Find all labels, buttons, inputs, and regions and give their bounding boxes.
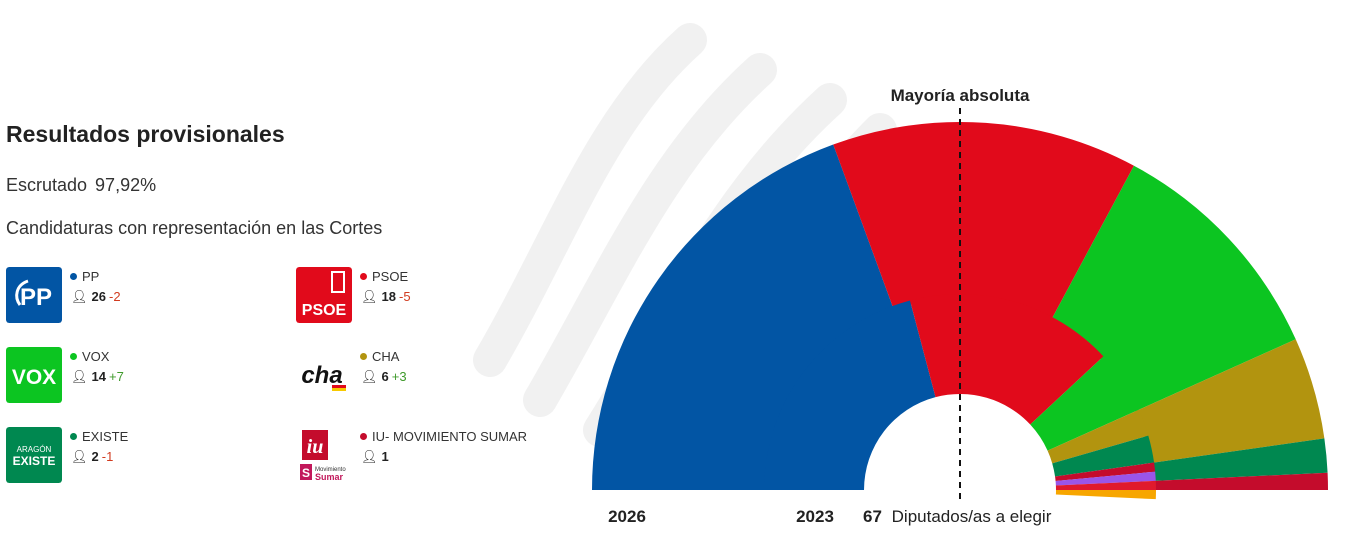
party-name: EXISTE: [70, 429, 128, 444]
svg-text:PP: PP: [20, 284, 52, 311]
candidatures-heading: Candidaturas con representación en las C…: [6, 218, 383, 238]
iu-sumar-logo: iu S Movimiento Sumar: [296, 427, 352, 483]
series-2023-ring: [763, 294, 1156, 500]
page-title: Resultados provisionales: [6, 121, 285, 147]
party-color-dot: [360, 433, 367, 440]
party-color-dot: [70, 433, 77, 440]
party-name: PSOE: [360, 269, 408, 284]
user-icon: 👤︎: [361, 449, 378, 464]
svg-text:S: S: [302, 466, 310, 480]
party-seats: 👤︎ 18 -5: [361, 289, 411, 304]
scrutiny-line: Escrutado 97,92%: [6, 175, 156, 196]
seat-segment-2026-existe[interactable]: [1150, 438, 1328, 482]
svg-text:cha: cha: [301, 362, 342, 389]
majority-label: Mayoría absoluta: [891, 86, 1030, 105]
user-icon: 👤︎: [71, 289, 88, 304]
party-seats: 👤︎ 14 +7: [71, 369, 124, 384]
party-color-dot: [360, 353, 367, 360]
party-card-iu-sumar[interactable]: iu S Movimiento Sumar IU- MOVIMIENTO SUM…: [296, 427, 576, 483]
party-color-dot: [70, 353, 77, 360]
svg-text:iu: iu: [307, 436, 324, 458]
seat-diff: -2: [108, 289, 121, 304]
party-name: CHA: [360, 349, 399, 364]
seat-segment-2023-teruel-existe[interactable]: [1055, 490, 1156, 500]
party-color-dot: [360, 273, 367, 280]
series-2026-ring: [592, 121, 1328, 490]
seat-diff: -5: [398, 289, 411, 304]
user-icon: 👤︎: [71, 369, 88, 384]
seat-segment-2023-cha[interactable]: [1047, 409, 1149, 464]
total-seats-label: 67 Diputados/as a elegir: [863, 507, 1052, 526]
vox-logo: VOX: [6, 347, 62, 403]
seat-segment-2026-iu-movimiento-sumar[interactable]: [1151, 472, 1328, 490]
seat-segment-2023-pp[interactable]: [763, 300, 936, 490]
seat-segment-2023-iu[interactable]: [1055, 462, 1156, 482]
total-seats-number: 67: [863, 507, 882, 526]
pp-logo: PP: [6, 267, 62, 323]
svg-text:EXISTE: EXISTE: [13, 454, 56, 468]
svg-text:VOX: VOX: [12, 366, 56, 389]
party-card-vox[interactable]: VOX VOX 👤︎ 14 +7: [6, 347, 286, 403]
seat-segment-2026-psoe[interactable]: [833, 121, 1134, 321]
party-card-cha[interactable]: cha CHA 👤︎ 6 +3: [296, 347, 576, 403]
total-seats-text: Diputados/as a elegir: [892, 507, 1052, 526]
seat-segment-2023-vox[interactable]: [1030, 356, 1139, 451]
user-icon: 👤︎: [71, 449, 88, 464]
seat-segment-2023-psoe[interactable]: [910, 294, 1104, 425]
party-seats: 👤︎ 26 -2: [71, 289, 121, 304]
party-name: PP: [70, 269, 99, 284]
svg-text:Sumar: Sumar: [315, 472, 344, 482]
seat-segment-2026-cha[interactable]: [1135, 339, 1325, 464]
existe-logo: ARAGÓN EXISTE: [6, 427, 62, 483]
svg-text:ARAGÓN: ARAGÓN: [17, 445, 52, 454]
svg-text:Movimiento: Movimiento: [315, 467, 346, 473]
party-card-pp[interactable]: PP PP 👤︎ 26 -2: [6, 267, 286, 323]
seat-diff: -1: [101, 449, 114, 464]
party-seats: 👤︎ 2 -1: [71, 449, 114, 464]
svg-text:PSOE: PSOE: [302, 302, 347, 319]
seat-segment-2023-par[interactable]: [1055, 480, 1156, 490]
seat-segment-2026-pp[interactable]: [592, 144, 894, 490]
user-icon: 👤︎: [361, 369, 378, 384]
party-name: VOX: [70, 349, 109, 364]
user-icon: 👤︎: [361, 289, 378, 304]
scrutiny-label: Escrutado: [6, 175, 88, 195]
party-name: IU- MOVIMIENTO SUMAR: [360, 429, 527, 444]
psoe-logo: PSOE: [296, 267, 352, 323]
party-card-psoe[interactable]: PSOE PSOE 👤︎ 18 -5: [296, 267, 576, 323]
series-label-2023: 2023: [796, 507, 834, 526]
cha-logo: cha: [296, 347, 352, 403]
series-label-2026: 2026: [608, 507, 646, 526]
party-color-dot: [70, 273, 77, 280]
scrutiny-value: 97,92%: [95, 175, 157, 195]
party-seats: 👤︎ 6 +3: [361, 369, 407, 384]
party-seats: 👤︎ 1: [361, 449, 389, 464]
party-card-existe[interactable]: ARAGÓN EXISTE EXISTE 👤︎ 2 -1: [6, 427, 286, 483]
seat-segment-2026-vox[interactable]: [1050, 165, 1296, 412]
seat-diff: +3: [391, 369, 407, 384]
seat-diff: +7: [108, 369, 124, 384]
seat-segment-2023-podemos[interactable]: [1055, 471, 1156, 486]
seat-segment-2023-existe[interactable]: [1052, 435, 1155, 477]
